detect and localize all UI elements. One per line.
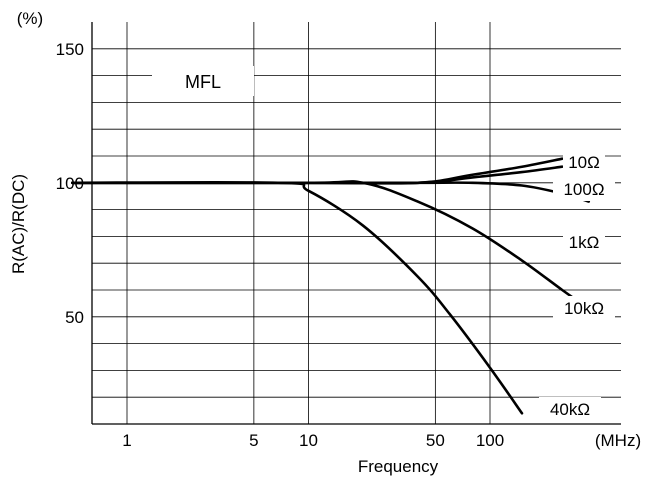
series-label-backing [553, 177, 615, 201]
y-tick-label: 100 [56, 174, 84, 193]
x-axis-title: Frequency [358, 457, 439, 476]
chart-title: MFL [185, 72, 221, 92]
x-tick-label: 5 [249, 431, 258, 450]
y-unit-label: (%) [17, 9, 43, 28]
x-unit-label: (MHz) [595, 431, 641, 450]
series-label-backing [563, 150, 605, 174]
y-tick-label: 50 [65, 308, 84, 327]
series-label: 10kΩ [564, 299, 604, 318]
x-tick-label: 50 [426, 431, 445, 450]
x-tick-label: 100 [476, 431, 504, 450]
series-label: 40kΩ [550, 400, 590, 419]
grid [92, 22, 621, 424]
series-labels: 10Ω 100Ω 1kΩ 10kΩ 40kΩ [539, 150, 615, 421]
series-label-backing [563, 230, 605, 254]
series-label: 10Ω [568, 153, 600, 172]
tick-labels: 1 5 10 50 100 50 100 150 [56, 40, 505, 450]
x-tick-label: 10 [299, 431, 318, 450]
series-label: 100Ω [563, 180, 604, 199]
title-backing [152, 66, 254, 96]
series-label-backing [553, 296, 615, 320]
y-tick-label: 150 [56, 40, 84, 59]
y-axis-title: R(AC)/R(DC) [9, 174, 28, 274]
series-line [71, 180, 524, 415]
series-label-backing [539, 397, 601, 421]
series-label: 1kΩ [569, 233, 600, 252]
x-tick-label: 1 [122, 431, 131, 450]
